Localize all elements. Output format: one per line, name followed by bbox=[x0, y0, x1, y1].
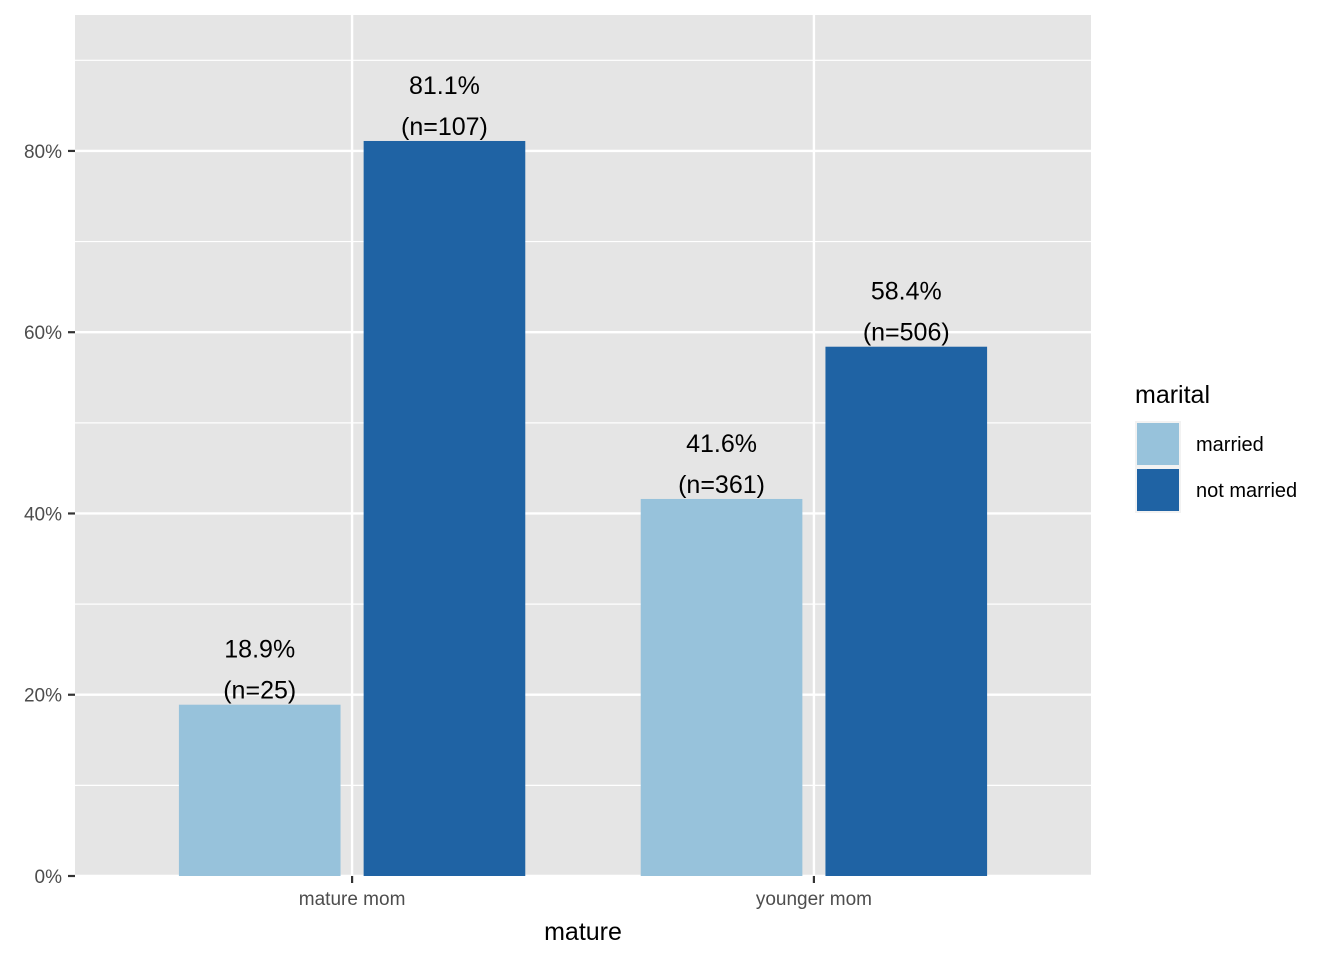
bars bbox=[178, 140, 988, 877]
x-axis-title: mature bbox=[544, 918, 622, 946]
bar-not-married bbox=[363, 140, 526, 876]
bar-not-married bbox=[825, 346, 988, 877]
legend-swatch-not-married bbox=[1137, 469, 1179, 511]
legend-label: married bbox=[1196, 434, 1264, 456]
x-tick-label: mature mom bbox=[299, 889, 406, 910]
y-tick-label: 20% bbox=[24, 686, 62, 707]
bar-count-label: (n=107) bbox=[401, 113, 488, 141]
bar-percent-label: 81.1% bbox=[409, 72, 480, 100]
x-tick-label: younger mom bbox=[756, 889, 872, 910]
bar-percent-label: 18.9% bbox=[224, 636, 295, 664]
bar-count-label: (n=25) bbox=[223, 677, 296, 705]
bar-married bbox=[178, 704, 341, 876]
y-axis: 0% 20% 40% 60% 80% bbox=[24, 142, 75, 888]
y-tick-label: 40% bbox=[24, 504, 62, 525]
bar-percent-label: 41.6% bbox=[686, 430, 757, 458]
bar-count-label: (n=506) bbox=[863, 319, 950, 347]
legend-title: marital bbox=[1135, 381, 1210, 409]
bar-count-label: (n=361) bbox=[678, 471, 765, 499]
bar-percent-label: 58.4% bbox=[871, 278, 942, 306]
y-tick-label: 80% bbox=[24, 142, 62, 163]
bar-married bbox=[640, 498, 803, 876]
legend-swatch-married bbox=[1137, 423, 1179, 465]
legend: marital married not married bbox=[1135, 381, 1297, 513]
bar-labels: 18.9% (n=25) 41.6% (n=361) 81.1% (n=107) 58.4%… bbox=[223, 72, 949, 705]
y-tick-label: 60% bbox=[24, 323, 62, 344]
y-tick-label: 0% bbox=[35, 867, 63, 888]
legend-label: not married bbox=[1196, 480, 1297, 502]
x-axis: mature mom younger mom bbox=[299, 876, 872, 910]
